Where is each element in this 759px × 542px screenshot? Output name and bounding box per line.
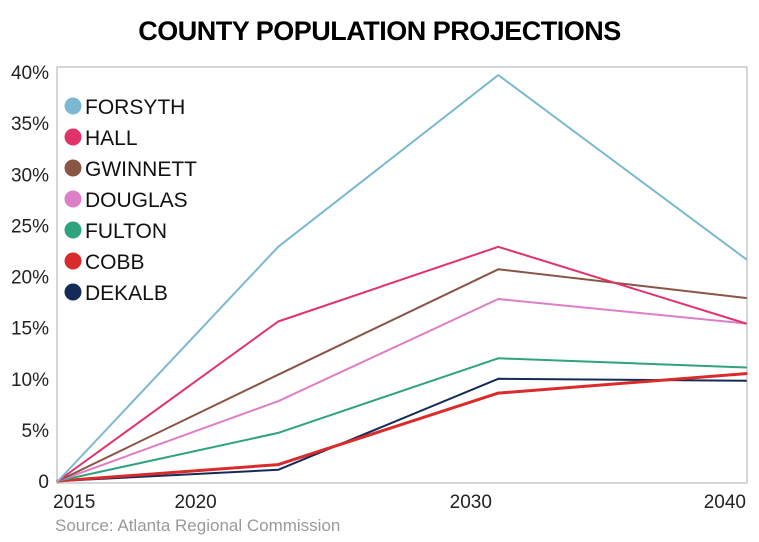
plot-frame [56, 66, 748, 484]
x-tick-label: 2015 [53, 492, 95, 513]
legend-label: DEKALB [85, 282, 168, 305]
x-tick-label: 2040 [704, 492, 746, 513]
legend-label: FORSYTH [85, 96, 185, 119]
legend-marker [64, 97, 82, 115]
x-axis-ticks: 2015 2020 2030 2040 [53, 492, 746, 513]
y-tick-label: 0 [38, 472, 49, 493]
legend-marker [64, 190, 82, 208]
legend-marker [64, 159, 82, 177]
series-line-forsyth [57, 74, 747, 482]
x-tick-label: 2020 [174, 492, 216, 513]
series-line-douglas [57, 298, 747, 482]
series-line-cobb [56, 372, 748, 483]
y-tick-label: 40% [11, 63, 49, 84]
legend-marker [64, 221, 82, 239]
legend-marker [64, 252, 82, 270]
series-line-hall [57, 245, 747, 482]
legend-marker [64, 128, 82, 146]
legend-label: FULTON [85, 220, 167, 243]
y-tick-label: 5% [22, 421, 50, 442]
source-note: Source: Atlanta Regional Commission [55, 516, 341, 535]
series-lines [56, 74, 748, 483]
y-tick-label: 10% [11, 370, 49, 391]
legend-label: GWINNETT [85, 158, 197, 181]
x-tick-label: 2030 [450, 492, 492, 513]
y-tick-label: 35% [11, 114, 49, 135]
y-tick-label: 25% [11, 216, 49, 237]
y-tick-label: 15% [11, 319, 49, 340]
y-tick-label: 20% [11, 268, 49, 289]
chart-title: COUNTY POPULATION PROJECTIONS [138, 16, 621, 46]
legend-label: DOUGLAS [85, 189, 188, 212]
series-line-dekalb [57, 377, 747, 482]
y-axis-ticks: 0 5% 10% 15% 20% 25% 30% 35% 40% [11, 63, 49, 493]
y-tick-label: 30% [11, 165, 49, 186]
legend-label: COBB [85, 251, 145, 274]
series-line-gwinnett [57, 268, 747, 482]
legend: FORSYTH HALL GWINNETT DOUGLAS FULTON COBB DEKA… [64, 96, 197, 305]
series-line-fulton [57, 357, 747, 482]
legend-label: HALL [85, 127, 138, 150]
legend-marker [64, 283, 82, 301]
